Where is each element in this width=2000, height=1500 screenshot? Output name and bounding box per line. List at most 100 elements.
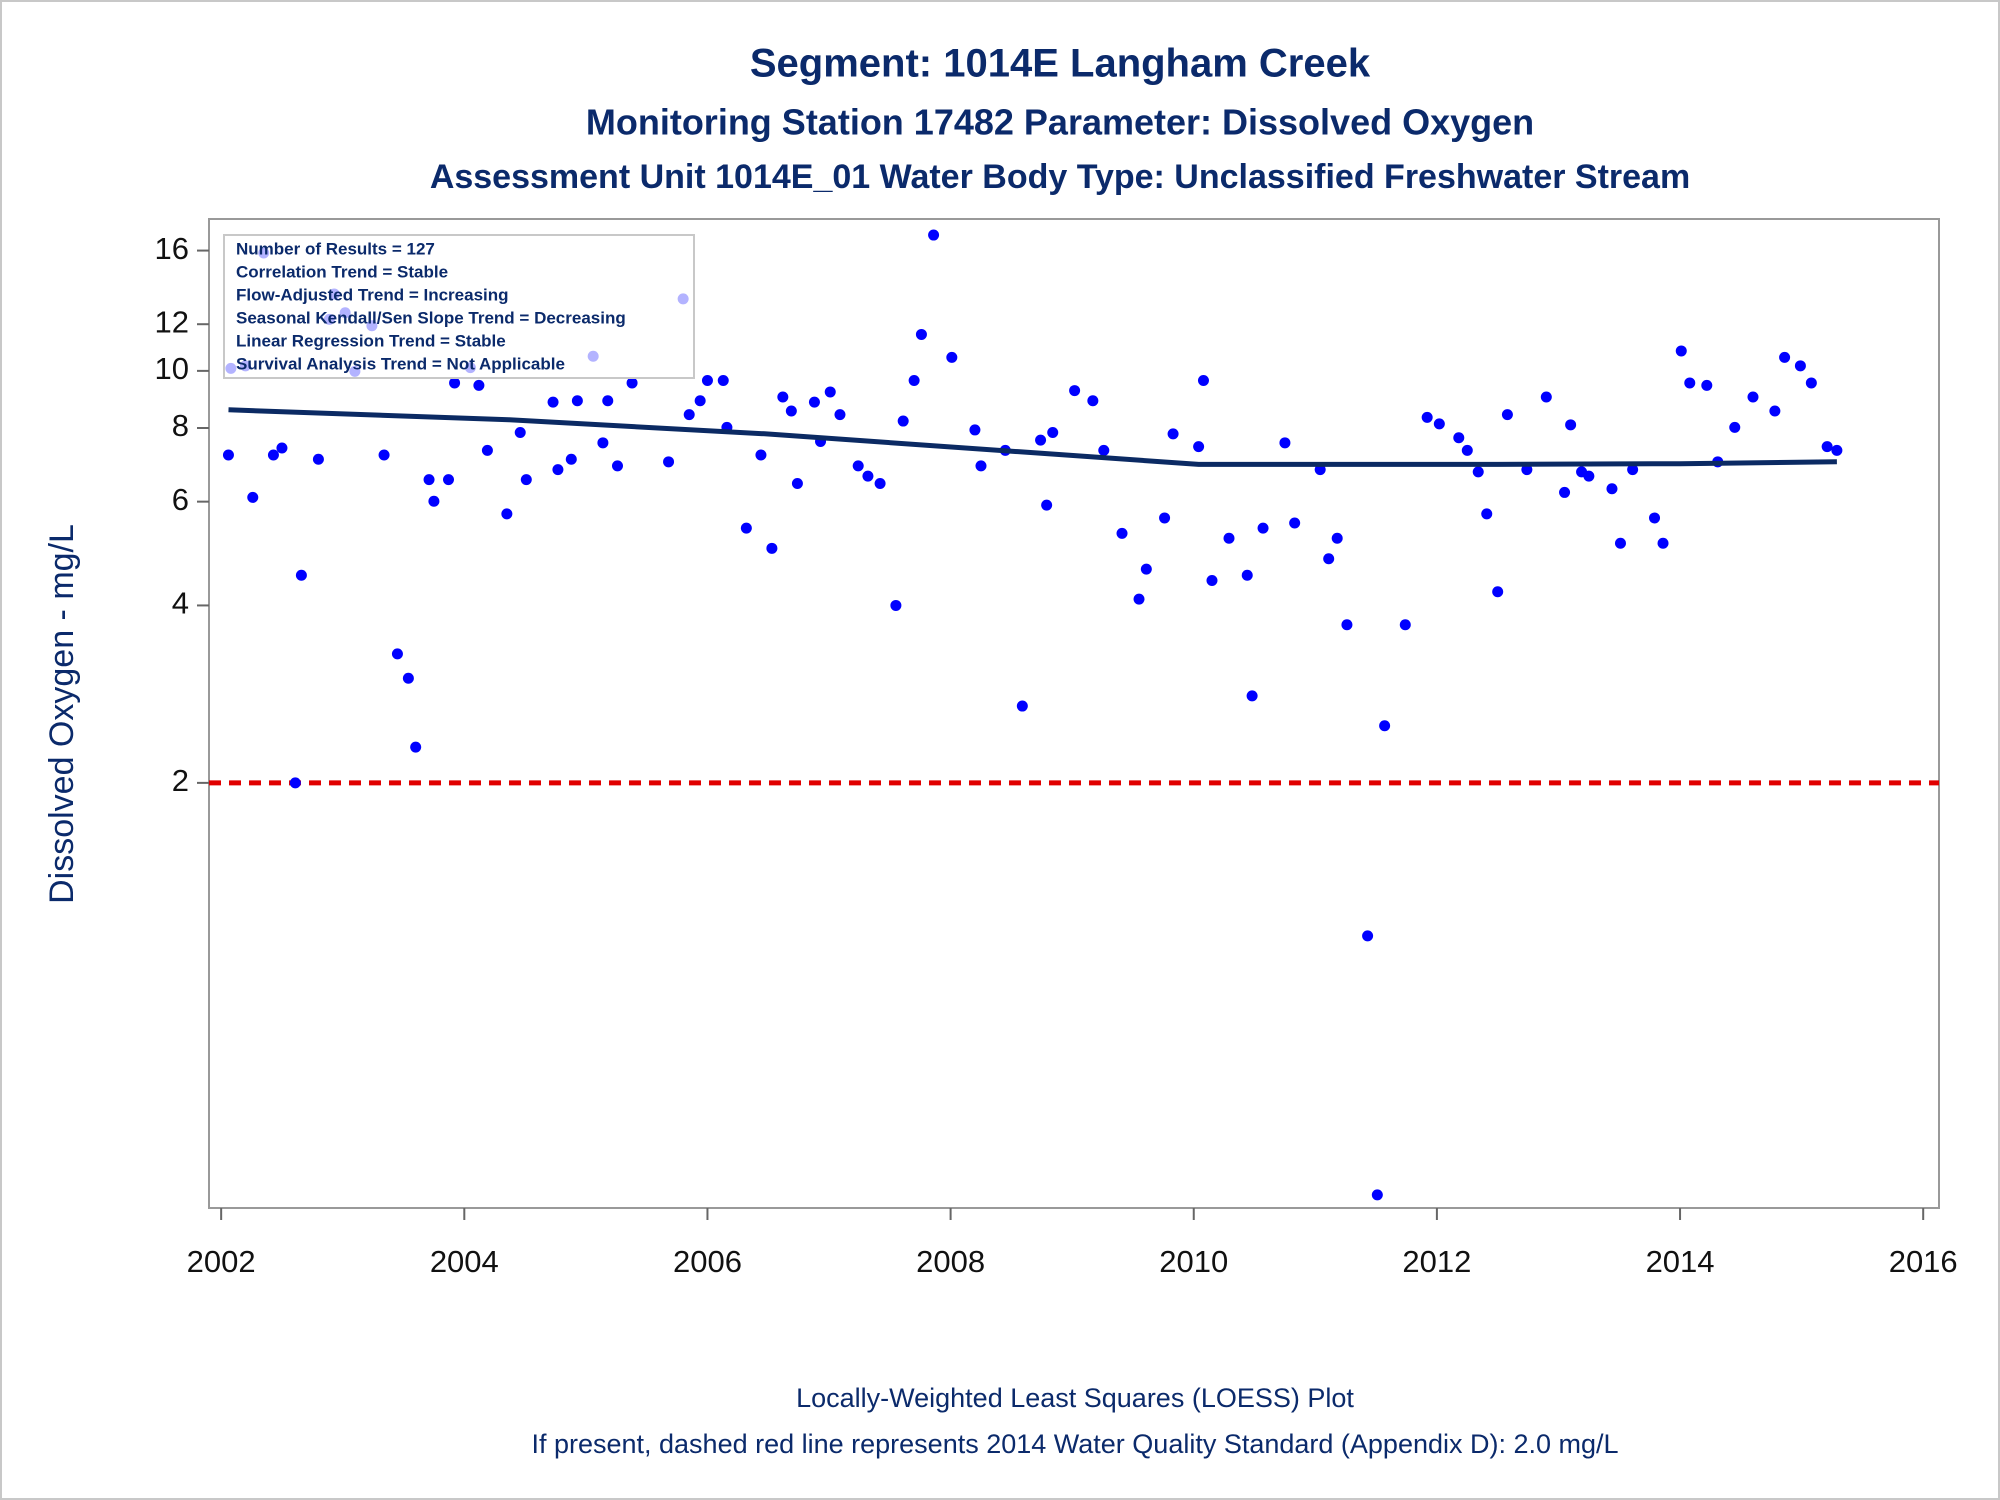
data-point [267, 449, 279, 461]
data-point [276, 442, 288, 454]
data-point [1279, 437, 1291, 449]
data-point [1675, 345, 1687, 357]
data-point [1399, 619, 1411, 631]
footnote: If present, dashed red line represents 2… [531, 1429, 1618, 1459]
data-point [1779, 351, 1791, 363]
data-point [1246, 690, 1258, 702]
data-point [1821, 441, 1833, 453]
annotation-box [223, 234, 695, 379]
data-point [1098, 444, 1110, 456]
data-point [473, 379, 485, 391]
data-point [740, 522, 752, 534]
plot-area [208, 218, 1940, 1209]
data-point [701, 375, 713, 387]
x-tick-label: 2014 [1646, 1244, 1715, 1279]
data-point [565, 453, 577, 465]
data-point [663, 456, 675, 468]
annotation: Flow-Adjusted Trend = Increasing [236, 285, 509, 304]
data-point [1193, 441, 1205, 453]
x-tick-label: 2002 [187, 1244, 256, 1279]
y-tick-label: 12 [155, 304, 189, 339]
data-point [449, 377, 461, 389]
data-point [391, 648, 403, 660]
data-point [1047, 427, 1059, 439]
data-point [1223, 532, 1235, 544]
data-point [1627, 464, 1639, 476]
data-point [443, 474, 455, 486]
data-point [1729, 421, 1741, 433]
data-point [766, 542, 778, 554]
y-tick-label: 6 [172, 482, 189, 517]
data-point [1481, 508, 1493, 520]
data-point [1831, 444, 1843, 456]
x-tick-label: 2016 [1889, 1244, 1958, 1279]
data-point [755, 449, 767, 461]
y-axis-label: Dissolved Oxygen - mg/L [43, 524, 81, 904]
data-point [481, 444, 493, 456]
data-point [1606, 483, 1618, 495]
y-tick-label: 4 [172, 586, 189, 621]
data-point [1501, 409, 1513, 421]
data-point [410, 741, 422, 753]
data-point [1371, 1189, 1383, 1201]
data-point [602, 395, 614, 407]
data-point [1614, 537, 1626, 549]
chart-title: Segment: 1014E Langham Creek [750, 42, 1371, 86]
data-point [1331, 532, 1343, 544]
data-point [1540, 391, 1552, 403]
data-point [1453, 432, 1465, 444]
data-point [423, 474, 435, 486]
data-point [552, 464, 564, 476]
data-point [611, 460, 623, 472]
data-point [791, 478, 803, 490]
data-point [1521, 464, 1533, 476]
data-point [897, 415, 909, 427]
data-point [1805, 377, 1817, 389]
data-point [1241, 569, 1253, 581]
data-point [1657, 537, 1669, 549]
annotation: Number of Results = 127 [236, 239, 435, 258]
data-point [222, 449, 234, 461]
data-point [777, 391, 789, 403]
chart-subtitle: Monitoring Station 17482 Parameter: Diss… [586, 102, 1534, 143]
y-tick-label: 8 [172, 408, 189, 443]
data-point [1794, 360, 1806, 372]
x-tick-label: 2006 [673, 1244, 742, 1279]
data-point [626, 377, 638, 389]
annotation: Linear Regression Trend = Stable [236, 331, 506, 350]
x-tick-label: 2012 [1402, 1244, 1471, 1279]
data-point [1016, 700, 1028, 712]
data-point [1041, 499, 1053, 511]
data-point [969, 424, 981, 436]
data-point [824, 386, 836, 398]
data-point [1140, 563, 1152, 575]
data-point [1206, 574, 1218, 586]
data-point [1069, 385, 1081, 397]
data-point [597, 437, 609, 449]
data-point [378, 449, 390, 461]
annotation: Correlation Trend = Stable [236, 262, 448, 281]
data-point [694, 395, 706, 407]
data-point [785, 405, 797, 417]
data-point [295, 569, 307, 581]
data-point [1559, 486, 1571, 498]
data-point [1433, 418, 1445, 430]
data-point [1461, 444, 1473, 456]
data-point [834, 409, 846, 421]
data-point [1087, 395, 1099, 407]
data-point [915, 328, 927, 340]
data-point [289, 777, 301, 789]
data-point [1769, 405, 1781, 417]
data-point [717, 375, 729, 387]
data-point [571, 395, 583, 407]
data-point [874, 478, 886, 490]
data-point [946, 351, 958, 363]
data-point [908, 375, 920, 387]
data-point [247, 491, 259, 503]
data-point [928, 229, 940, 241]
footnote: Locally-Weighted Least Squares (LOESS) P… [796, 1383, 1354, 1413]
data-point [683, 409, 695, 421]
data-point [862, 470, 874, 482]
data-point [402, 672, 414, 684]
data-point [312, 453, 324, 465]
